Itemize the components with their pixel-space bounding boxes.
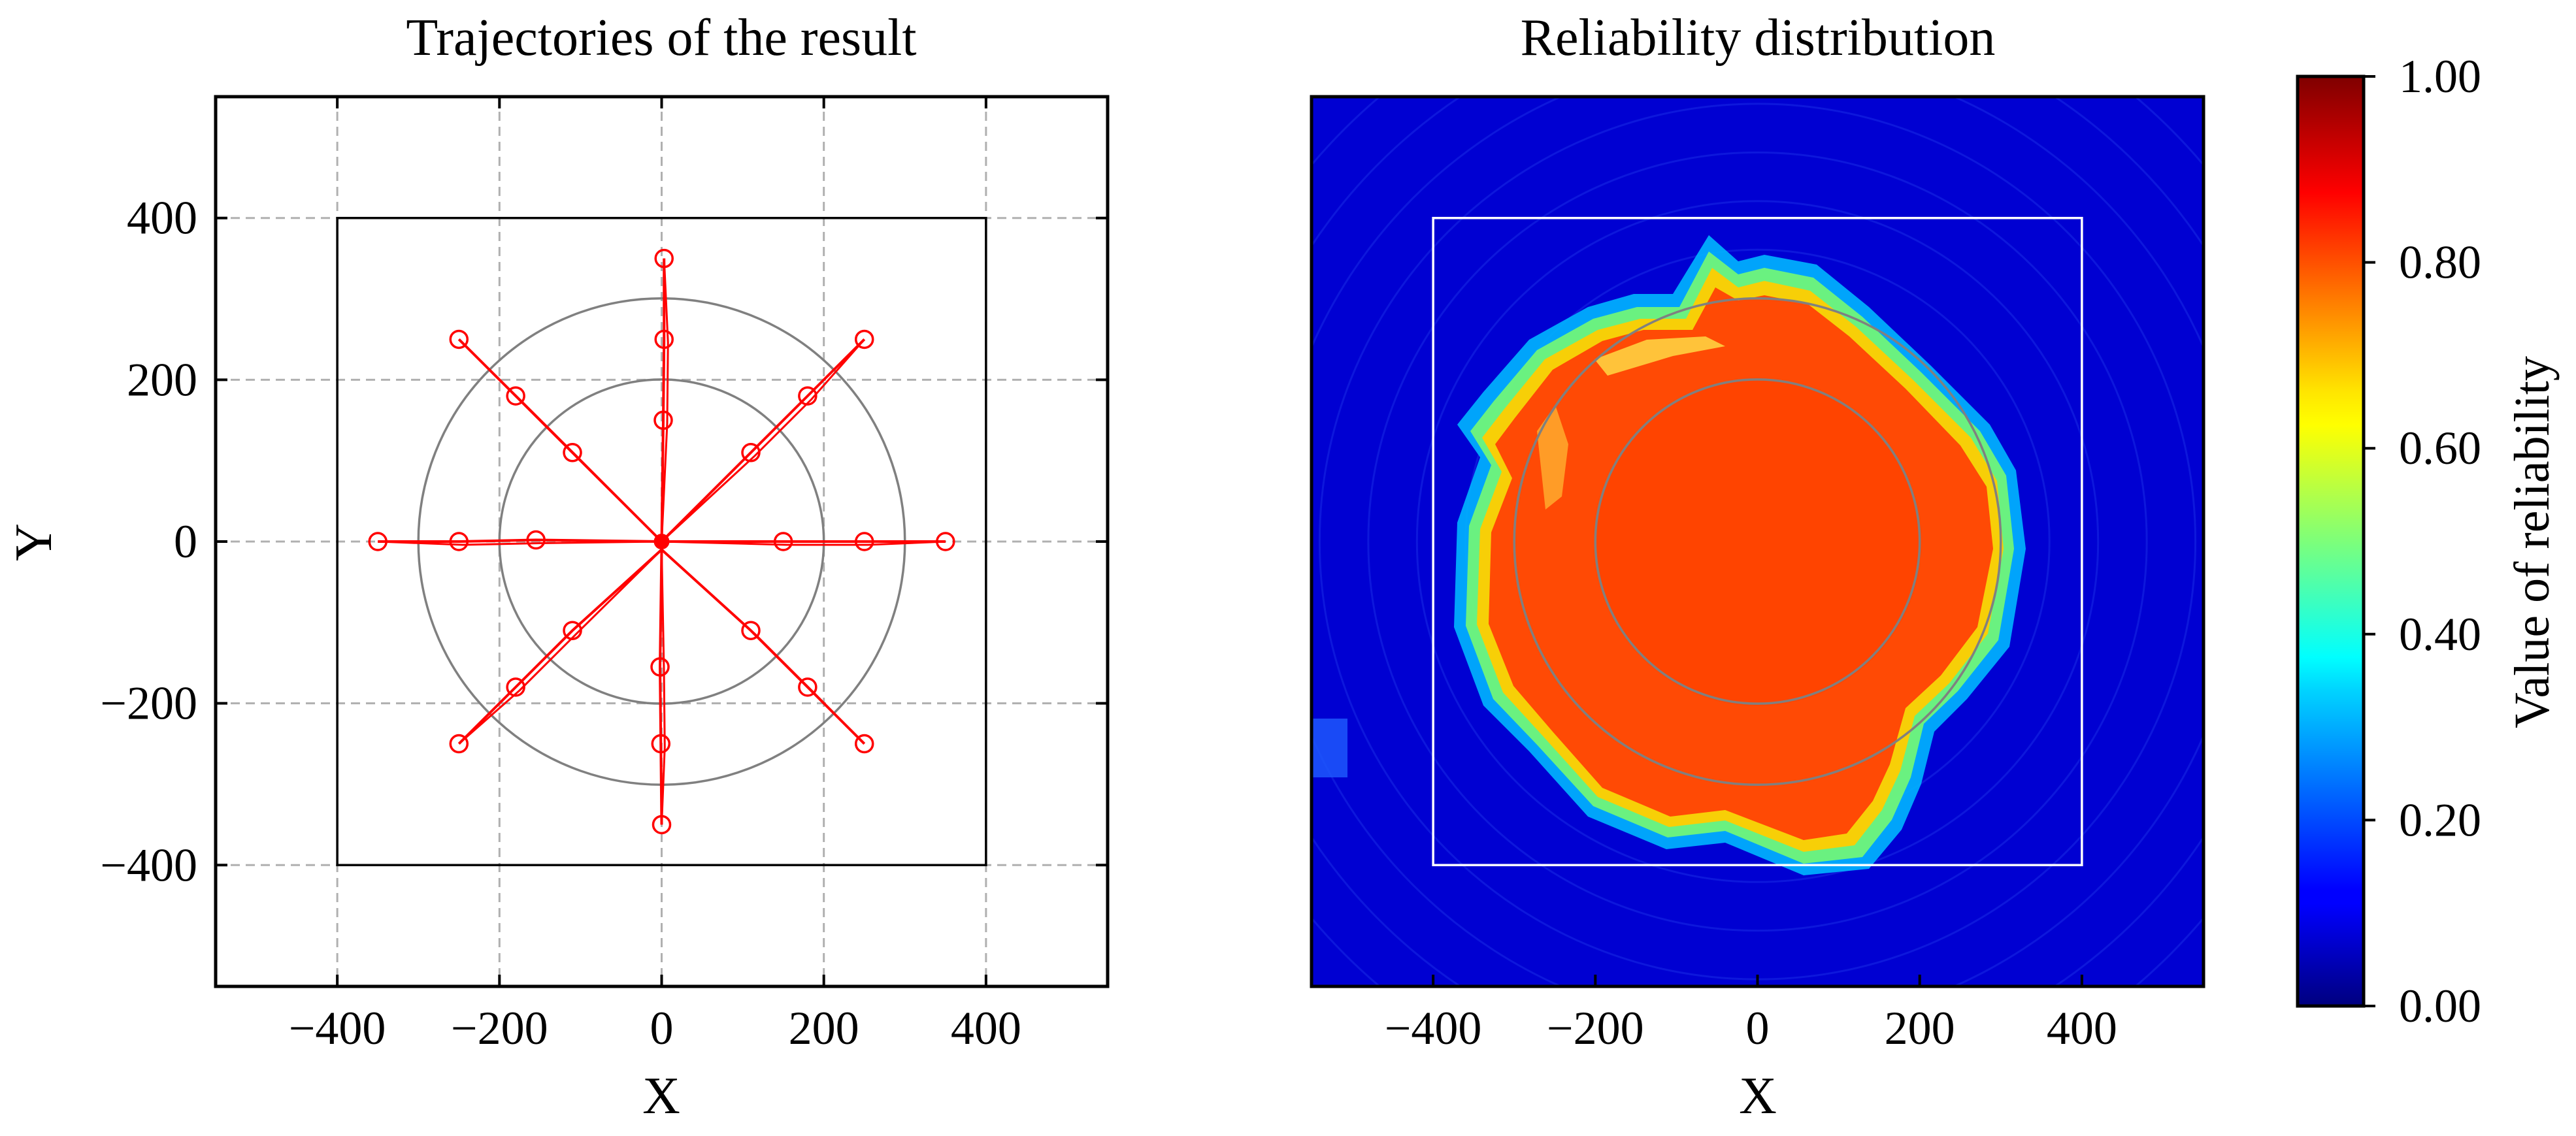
- trajectory-line-alt-traj-SW: [458, 549, 663, 745]
- trajectory-point: [563, 443, 582, 463]
- trajectory-y-axis-label: Y: [5, 523, 63, 561]
- trajectory-chart-title: Trajectories of the result: [406, 9, 916, 67]
- trajectory-line-traj-N: [660, 258, 666, 542]
- x-tick-label: 200: [789, 1002, 859, 1054]
- colorbar-label: Value of reliability: [2505, 356, 2560, 728]
- y-tick-label: 400: [127, 192, 197, 244]
- trajectory-x-axis-label: X: [642, 1067, 680, 1125]
- reliability-chart: Reliability distribution −400 −200 0 200 400…: [1310, 9, 2205, 1125]
- reliability-x-axis-label: X: [1739, 1067, 1777, 1125]
- trajectory-point: [654, 248, 674, 268]
- colorbar: 0.00 0.20 0.40 0.60 0.80 1.00 Value of reliab…: [2296, 50, 2560, 1032]
- colorbar-tick-label: 0.40: [2399, 608, 2481, 660]
- x-tick-label: −400: [1385, 1002, 1482, 1054]
- trajectory-point: [653, 410, 673, 430]
- trajectory-line-alt-traj-N: [661, 258, 669, 542]
- background-contour: [1367, 151, 2148, 932]
- colorbar-ticks: 0.00 0.20 0.40 0.60 0.80 1.00: [2364, 50, 2481, 1032]
- trajectory-point: [936, 532, 955, 551]
- trajectory-point: [798, 677, 817, 697]
- heatmap-yellow-streak: [1594, 336, 1725, 376]
- colorbar-tick-label: 0.20: [2399, 794, 2481, 846]
- trajectory-line-alt-traj-SE: [661, 549, 865, 745]
- trajectory-point: [854, 329, 874, 349]
- x-tick-label: −200: [1547, 1002, 1644, 1054]
- trajectory-point: [773, 532, 793, 551]
- trajectory-point: [449, 734, 469, 754]
- x-tick-label: 0: [1746, 1002, 1770, 1054]
- reliability-heatmap: [1312, 97, 2204, 986]
- trajectory-point: [741, 621, 761, 640]
- x-tick-label: −200: [451, 1002, 548, 1054]
- reliability-reference-shapes: [1432, 216, 2083, 867]
- trajectory-point: [854, 532, 874, 551]
- trajectory-point: [652, 815, 672, 835]
- x-tick-label: 0: [650, 1002, 674, 1054]
- reliability-chart-title: Reliability distribution: [1521, 9, 1996, 67]
- x-tick-label: −400: [289, 1002, 386, 1054]
- trajectory-line-alt-traj-S: [661, 549, 666, 825]
- trajectory-point: [526, 530, 546, 550]
- trajectory-line-alt-traj-W: [378, 540, 662, 546]
- trajectory-line-traj-S: [659, 549, 663, 825]
- y-tick-label: −200: [100, 677, 197, 730]
- background-contour: [1415, 200, 2100, 883]
- x-tick-label: 400: [951, 1002, 1021, 1054]
- y-tick-label: 200: [127, 353, 197, 406]
- y-tick-label: −400: [100, 839, 197, 891]
- trajectory-point: [449, 532, 469, 551]
- trajectory-line-traj-W: [378, 538, 662, 543]
- y-tick-label: 0: [174, 515, 197, 568]
- trajectory-origin: [653, 534, 670, 549]
- trajectory-line-alt-traj-NW: [458, 338, 663, 543]
- boundary-square: [1432, 216, 2083, 867]
- trajectory-point: [798, 386, 817, 406]
- reference-circle: [1513, 297, 2002, 787]
- trajectory-point: [506, 386, 525, 406]
- colorbar-tick-label: 0.80: [2399, 236, 2481, 289]
- x-tick-label: 400: [2047, 1002, 2117, 1054]
- trajectory-point: [741, 443, 761, 463]
- trajectory-point: [563, 621, 582, 640]
- trajectory-point: [506, 677, 525, 697]
- heatmap-core: [1594, 379, 1921, 706]
- x-tick-label: 200: [1885, 1002, 1955, 1054]
- trajectory-point: [650, 657, 670, 677]
- trajectory-point: [449, 329, 469, 349]
- colorbar-tick-label: 0.00: [2399, 980, 2481, 1032]
- reference-circle: [1594, 378, 1921, 705]
- boundary-square: [336, 216, 987, 867]
- trajectory-series: [368, 248, 955, 835]
- trajectory-ticks: −400 −200 0 200 400 −400 −200 0 200 400: [100, 97, 1108, 1054]
- trajectory-line-traj-NE: [661, 338, 866, 543]
- trajectory-line-alt-traj-E: [661, 540, 946, 546]
- heatmap-left-edge-patch: [1312, 719, 1347, 777]
- trajectory-line-traj-SW: [457, 548, 663, 745]
- trajectory-chart: Trajectories of the result −400 −200 0 200 4…: [5, 9, 1110, 1125]
- trajectory-point: [654, 329, 674, 349]
- trajectory-point: [368, 532, 388, 551]
- heatmap-yellow-streak-2: [1537, 405, 1568, 510]
- reliability-ticks: −400 −200 0 200 400: [1385, 975, 2117, 1054]
- colorbar-tick-label: 0.60: [2399, 422, 2481, 474]
- colorbar-tick-label: 1.00: [2399, 50, 2481, 103]
- trajectory-line-alt-traj-NE: [661, 338, 865, 543]
- trajectory-point: [651, 734, 671, 754]
- colorbar-gradient: [2296, 74, 2366, 1008]
- trajectory-point: [854, 734, 874, 754]
